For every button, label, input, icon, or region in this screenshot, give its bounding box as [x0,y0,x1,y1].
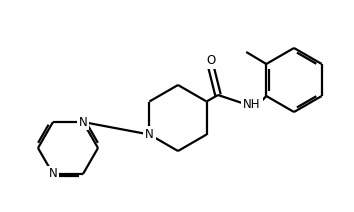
Text: N: N [145,128,154,141]
Text: NH: NH [243,99,261,112]
Text: N: N [79,116,87,128]
Text: N: N [48,167,57,180]
Text: O: O [206,54,216,67]
